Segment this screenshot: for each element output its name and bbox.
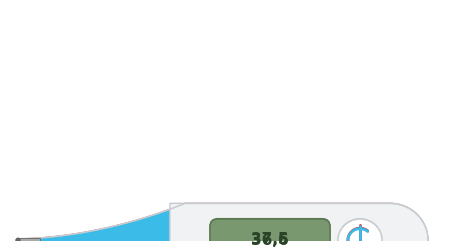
Polygon shape [18,238,40,242]
Ellipse shape [15,238,21,242]
Polygon shape [18,204,428,248]
FancyBboxPatch shape [210,219,330,248]
FancyBboxPatch shape [210,219,330,248]
Text: 37,5: 37,5 [251,232,289,248]
Polygon shape [18,203,428,248]
Polygon shape [18,238,40,243]
Polygon shape [170,204,428,248]
Circle shape [338,219,382,248]
Polygon shape [170,203,428,248]
Text: 36,6: 36,6 [251,233,289,248]
Ellipse shape [15,238,21,243]
Circle shape [338,219,382,248]
